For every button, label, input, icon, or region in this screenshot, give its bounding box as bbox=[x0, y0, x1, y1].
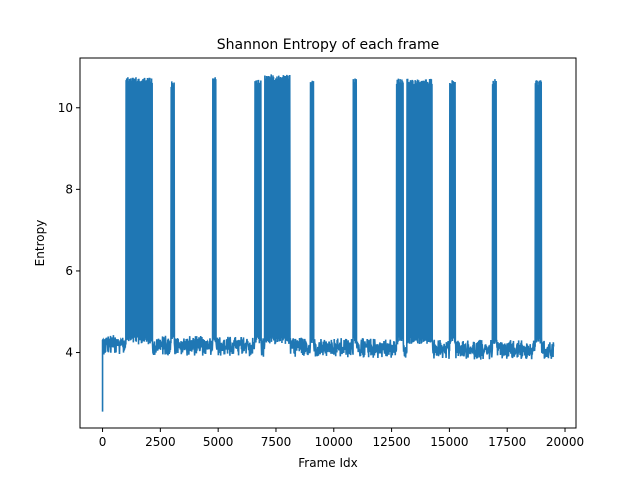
chart-title: Shannon Entropy of each frame bbox=[217, 37, 440, 53]
y-tick-label: 8 bbox=[65, 182, 73, 196]
series-line-entropy bbox=[101, 74, 555, 412]
x-tick-label: 15000 bbox=[430, 435, 468, 449]
x-tick-label: 10000 bbox=[315, 435, 353, 449]
x-tick-label: 5000 bbox=[203, 435, 234, 449]
x-tick-label: 7500 bbox=[261, 435, 292, 449]
y-tick-label: 10 bbox=[58, 101, 73, 115]
x-tick-label: 17500 bbox=[488, 435, 526, 449]
y-axis-title: Entropy bbox=[33, 220, 47, 267]
x-tick-label: 0 bbox=[99, 435, 107, 449]
axes: 0 2500 5000 7500 10000 12500 15000 17500 20000 4 6… bbox=[58, 101, 584, 449]
x-tick-label: 20000 bbox=[546, 435, 584, 449]
x-tick-label: 12500 bbox=[372, 435, 410, 449]
x-axis-title: Frame Idx bbox=[298, 456, 357, 470]
y-tick-label: 4 bbox=[65, 346, 73, 360]
y-tick-label: 6 bbox=[65, 264, 73, 278]
plot-area bbox=[101, 74, 555, 412]
x-tick-label: 2500 bbox=[145, 435, 176, 449]
axes-frame bbox=[79, 57, 577, 429]
